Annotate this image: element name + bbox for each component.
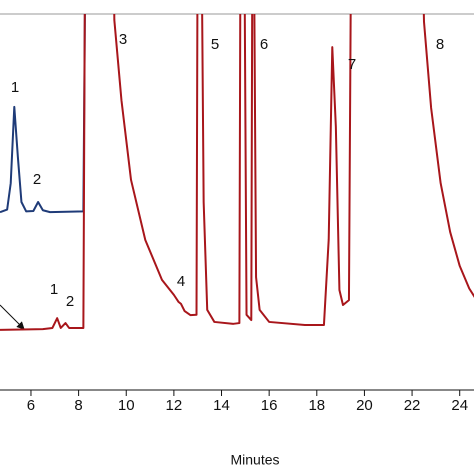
peak-label: 2 — [33, 171, 41, 188]
peak-label: 8 — [436, 36, 444, 53]
plot-area — [0, 14, 474, 331]
x-tick-label: 14 — [213, 397, 230, 414]
peak-label: 1 — [50, 281, 58, 298]
x-tick-label: 18 — [308, 397, 325, 414]
peak-label: 5 — [211, 36, 219, 53]
trace-line — [0, 14, 86, 214]
peak-label: 2 — [66, 293, 74, 310]
peak-label: 3 — [119, 31, 127, 48]
x-tick-label: 20 — [356, 397, 373, 414]
x-tick-label: 12 — [166, 397, 183, 414]
peak-label: 6 — [260, 36, 268, 53]
x-tick-label: 16 — [261, 397, 278, 414]
x-tick-label: 6 — [27, 397, 35, 414]
arrow — [0, 304, 25, 330]
peak-label: 7 — [348, 56, 356, 73]
x-axis-title: Minutes — [230, 452, 279, 468]
x-tick-label: 8 — [74, 397, 82, 414]
x-tick-label: 24 — [451, 397, 468, 414]
trace-line — [0, 14, 474, 331]
peak-label: 4 — [177, 273, 185, 290]
peak-label: 1 — [11, 79, 19, 96]
x-tick-label: 22 — [404, 397, 421, 414]
x-tick-label: 10 — [118, 397, 135, 414]
